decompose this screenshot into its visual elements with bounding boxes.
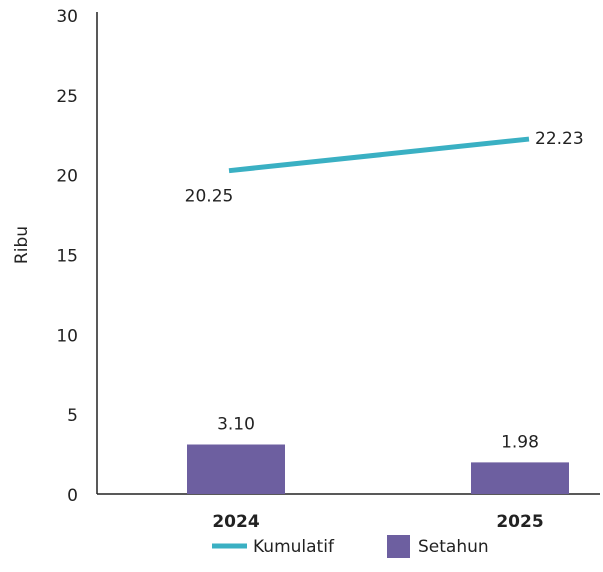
legend-swatch (387, 535, 410, 558)
x-tick-label: 2025 (496, 512, 543, 532)
y-tick-label: 20 (56, 167, 78, 187)
y-tick-label: 10 (56, 326, 78, 346)
legend-label: Kumulatif (253, 537, 335, 557)
y-axis-label: Ribu (12, 226, 32, 264)
y-tick-label: 0 (67, 486, 78, 506)
data-label: 22.23 (535, 129, 584, 149)
x-tick-label: 2024 (212, 512, 259, 532)
bar (471, 462, 569, 494)
data-label: 1.98 (501, 432, 539, 452)
y-tick-label: 25 (56, 87, 78, 107)
y-tick-label: 30 (56, 7, 78, 27)
legend-label: Setahun (418, 537, 489, 557)
bar (187, 444, 285, 494)
line (228, 136, 530, 174)
y-tick-label: 15 (56, 247, 78, 267)
data-label: 3.10 (217, 415, 255, 435)
y-tick-label: 5 (67, 406, 78, 426)
data-label: 20.25 (185, 187, 234, 207)
